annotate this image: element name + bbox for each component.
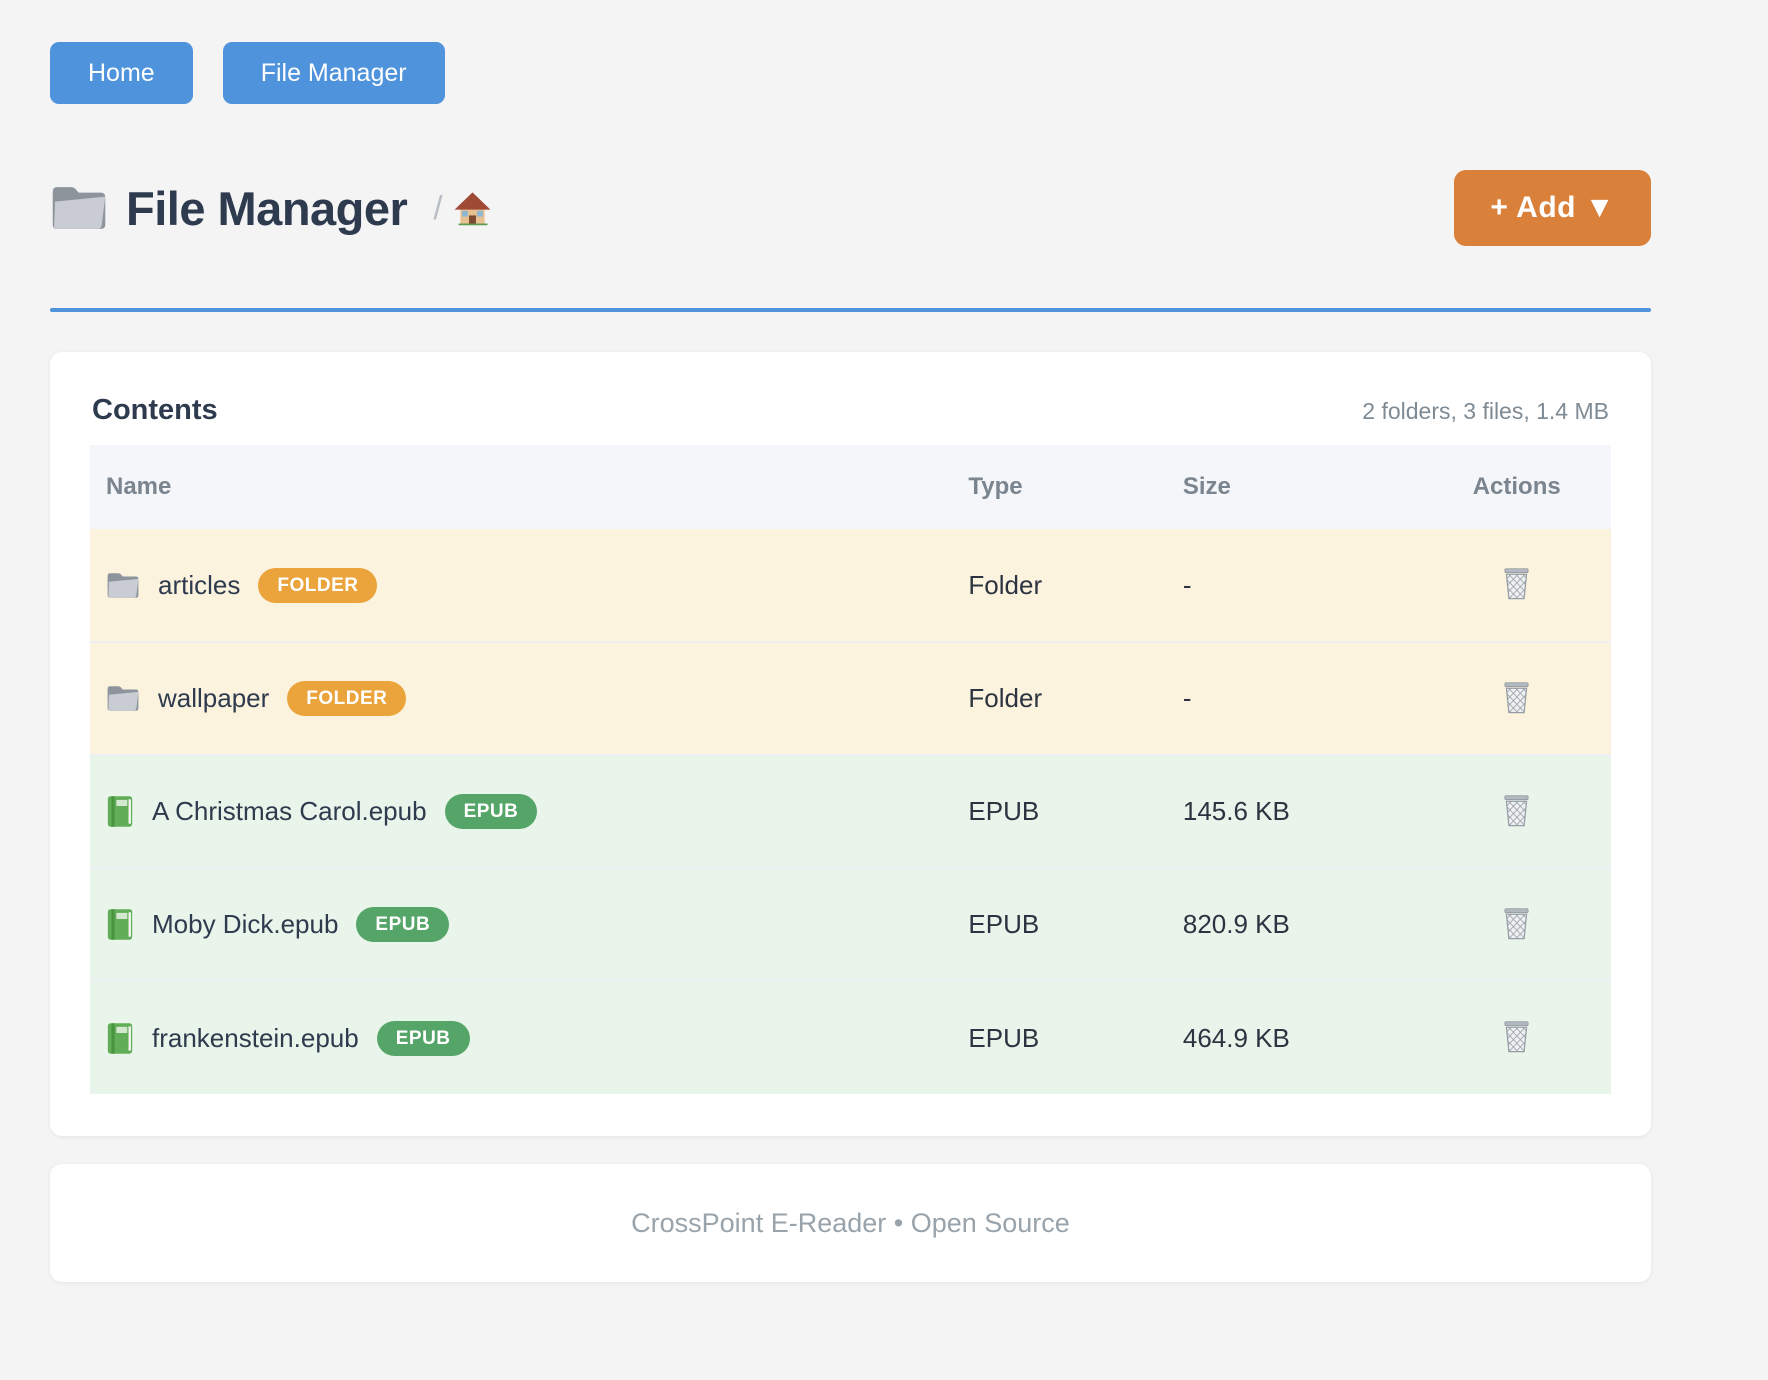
delete-button[interactable]: [1497, 676, 1536, 719]
type-badge: EPUB: [356, 907, 450, 942]
title-wrap: File Manager /: [50, 181, 491, 236]
add-button[interactable]: + Add ▼: [1454, 170, 1651, 246]
table-header-row: Name Type Size Actions: [90, 445, 1611, 529]
folder-icon: [106, 571, 140, 600]
top-nav: Home File Manager: [50, 42, 1651, 104]
file-name[interactable]: A Christmas Carol.epub: [152, 796, 427, 826]
column-header-name: Name: [106, 473, 172, 500]
table-row: articles FOLDER Folder -: [90, 529, 1611, 642]
contents-card: Contents 2 folders, 3 files, 1.4 MB Name…: [50, 352, 1651, 1136]
size-cell: 145.6 KB: [1182, 796, 1290, 826]
home-icon[interactable]: [454, 191, 491, 226]
file-name[interactable]: frankenstein.epub: [152, 1022, 359, 1053]
header-divider: [50, 308, 1651, 312]
footer: CrossPoint E-Reader • Open Source: [50, 1164, 1651, 1282]
footer-text: CrossPoint E-Reader • Open Source: [631, 1207, 1070, 1238]
file-name[interactable]: wallpaper: [158, 683, 270, 713]
file-name[interactable]: Moby Dick.epub: [152, 909, 339, 939]
file-manager-button[interactable]: File Manager: [222, 42, 445, 104]
folder-icon: [106, 684, 140, 713]
type-cell: Folder: [968, 683, 1043, 713]
table-row: A Christmas Carol.epub EPUB EPUB 145.6 KB: [90, 755, 1611, 868]
delete-button[interactable]: [1497, 562, 1536, 605]
delete-button[interactable]: [1497, 789, 1536, 832]
trash-icon: [1501, 568, 1532, 604]
home-button[interactable]: Home: [50, 42, 193, 104]
size-cell: -: [1182, 569, 1192, 600]
breadcrumb: /: [433, 189, 491, 227]
trash-icon: [1501, 794, 1532, 831]
type-badge: EPUB: [376, 1020, 470, 1056]
delete-button[interactable]: [1497, 1015, 1536, 1058]
table-row: wallpaper FOLDER Folder -: [90, 642, 1611, 755]
delete-button[interactable]: [1497, 902, 1536, 945]
type-badge: EPUB: [444, 794, 538, 829]
contents-heading: Contents: [92, 394, 218, 426]
breadcrumb-separator: /: [433, 189, 443, 226]
type-cell: EPUB: [968, 796, 1040, 826]
green-book-icon: [106, 1022, 134, 1055]
contents-card-head: Contents 2 folders, 3 files, 1.4 MB: [90, 394, 1611, 427]
trash-icon: [1501, 907, 1532, 944]
trash-icon: [1501, 1021, 1532, 1057]
contents-summary: 2 folders, 3 files, 1.4 MB: [1362, 398, 1609, 424]
green-book-icon: [106, 908, 134, 941]
column-header-type: Type: [968, 473, 1023, 500]
size-cell: 464.9 KB: [1182, 1022, 1290, 1053]
contents-table-body: articles FOLDER Folder - wallpaper FOLDER Fold…: [90, 529, 1611, 1094]
size-cell: 820.9 KB: [1182, 909, 1290, 939]
type-cell: EPUB: [968, 1022, 1040, 1053]
contents-table: Name Type Size Actions articles FOLDER Fol…: [90, 445, 1611, 1094]
size-cell: -: [1182, 683, 1192, 713]
trash-icon: [1501, 681, 1532, 718]
page-title: File Manager: [126, 181, 408, 235]
column-header-actions: Actions: [1472, 473, 1561, 500]
type-cell: Folder: [968, 569, 1043, 600]
table-row: frankenstein.epub EPUB EPUB 464.9 KB: [90, 981, 1611, 1094]
page-header: File Manager / + Add ▼: [50, 170, 1651, 246]
column-header-size: Size: [1182, 473, 1231, 500]
page: Home File Manager File Manager /: [50, 0, 1651, 1282]
type-cell: EPUB: [968, 909, 1040, 939]
type-badge: FOLDER: [287, 681, 407, 716]
green-book-icon: [106, 795, 134, 828]
file-name[interactable]: articles: [158, 569, 241, 600]
folder-icon: [50, 183, 108, 233]
type-badge: FOLDER: [258, 567, 378, 603]
table-row: Moby Dick.epub EPUB EPUB 820.9 KB: [90, 868, 1611, 981]
